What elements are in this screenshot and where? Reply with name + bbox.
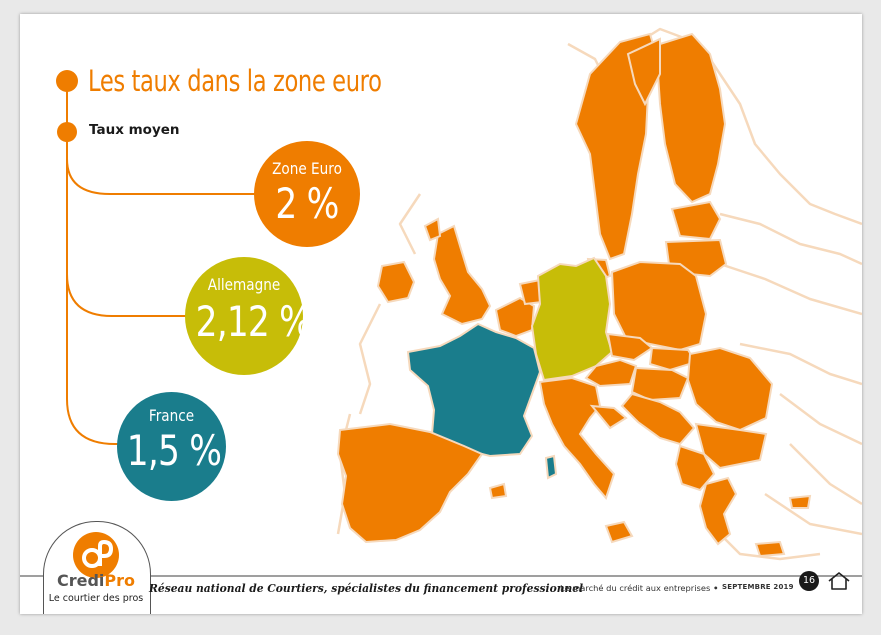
rate-circle-zone-euro: Zone Euro 2 % — [254, 141, 360, 247]
rate-label: France — [148, 406, 195, 425]
map-uk — [376, 217, 492, 326]
rate-value: 2 % — [275, 179, 339, 228]
title-separator: • — [710, 583, 719, 593]
page-title: Les taux dans la zone euro — [88, 64, 382, 98]
rate-label: Allemagne — [207, 275, 281, 294]
tree-connectors — [56, 70, 256, 445]
title-bullet — [56, 70, 78, 92]
logo-wordmark: CrediPro — [50, 571, 142, 590]
home-icon[interactable] — [827, 570, 851, 592]
subtitle-bullet — [57, 122, 77, 142]
logo-tagline: Le courtier des pros — [48, 593, 144, 604]
europe-map — [336, 27, 862, 561]
footer-tagline: Réseau national de Courtiers, spécialist… — [149, 581, 584, 595]
logo-wordmark-a: Credi — [56, 571, 105, 590]
document-title-text: Le marché du crédit aux entreprises — [560, 583, 711, 593]
rate-circle-france: France 1,5 % — [117, 392, 226, 501]
credipro-logo-icon — [73, 532, 119, 578]
logo-wordmark-b: Pro — [104, 571, 136, 590]
rate-value: 1,5 % — [126, 426, 222, 475]
document-title: Le marché du crédit aux entreprises • — [560, 583, 718, 593]
rate-circle-allemagne: Allemagne 2,12 % — [185, 257, 312, 375]
page-number: 16 — [799, 571, 819, 591]
document-date: SEPTEMBRE 2019 — [722, 583, 794, 591]
map-iberia — [336, 422, 484, 544]
map-benelux — [494, 278, 544, 338]
rate-label: Zone Euro — [272, 159, 342, 178]
rate-value: 2,12 % — [195, 297, 312, 346]
section-subtitle: Taux moyen — [89, 122, 180, 138]
report-page: Les taux dans la zone euro Taux moyen Zo… — [20, 14, 862, 614]
map-baleares — [488, 482, 508, 500]
map-corsica — [544, 454, 558, 480]
footer-rule — [20, 575, 862, 577]
map-france — [406, 322, 542, 458]
map-east — [538, 260, 812, 558]
